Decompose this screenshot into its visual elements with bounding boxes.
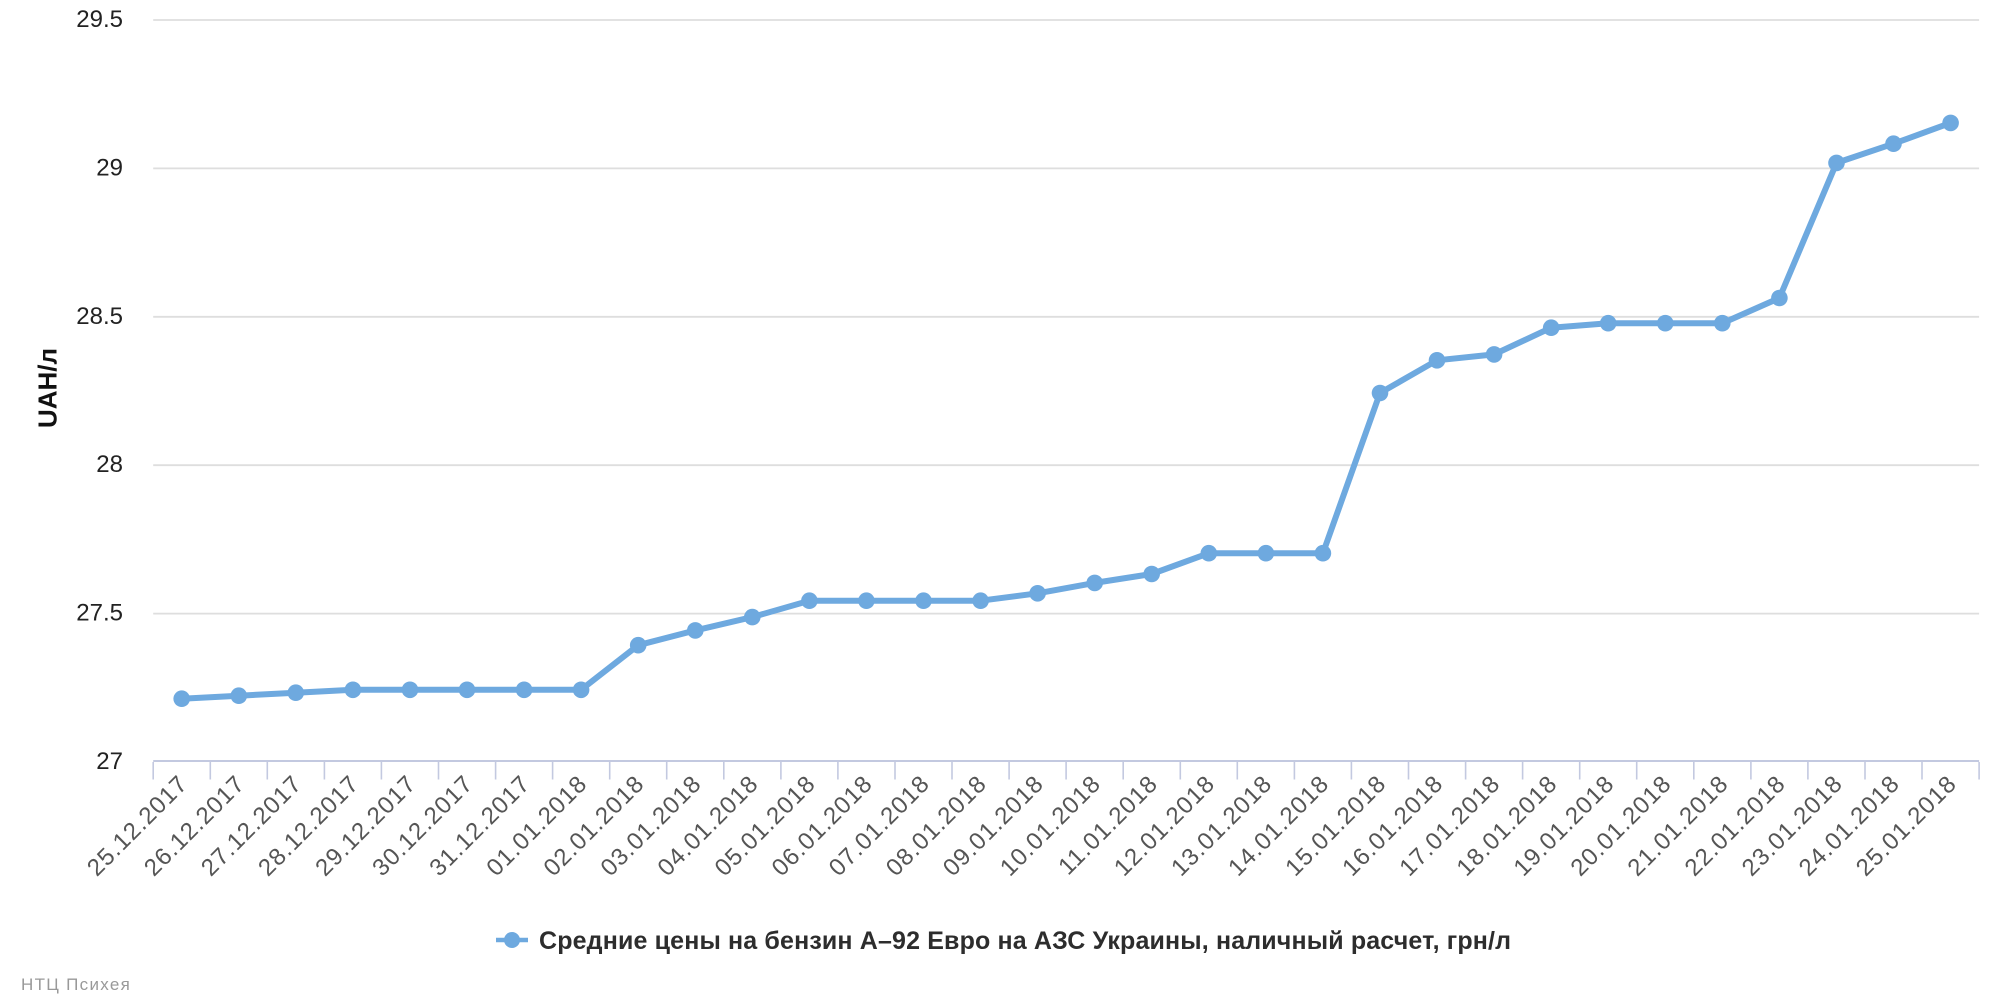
svg-text:НТЦ Психея: НТЦ Психея — [21, 975, 131, 994]
svg-text:28: 28 — [96, 451, 123, 478]
svg-text:Средние цены на бензин А–92 Ев: Средние цены на бензин А–92 Евро на АЗС … — [539, 927, 1511, 955]
svg-text:UAH/л: UAH/л — [33, 348, 63, 428]
svg-text:27: 27 — [96, 748, 123, 775]
svg-text:29: 29 — [96, 154, 123, 181]
svg-text:28.5: 28.5 — [76, 303, 123, 330]
svg-text:27.5: 27.5 — [76, 600, 123, 627]
svg-text:29.5: 29.5 — [76, 6, 123, 33]
